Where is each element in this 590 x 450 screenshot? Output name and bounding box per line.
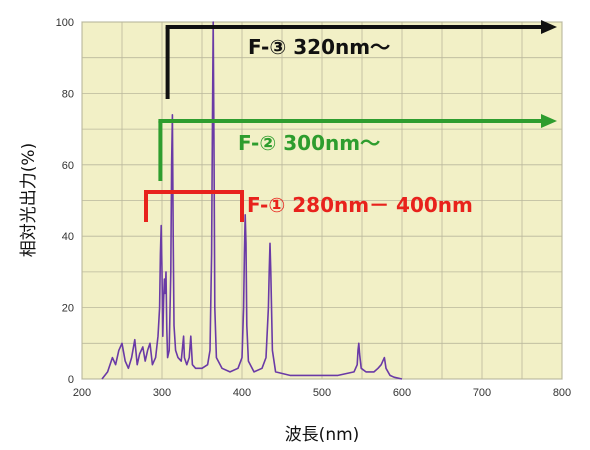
y-tick-label: 0 [68, 374, 74, 386]
x-tick-label: 700 [473, 387, 491, 399]
y-tick-label: 40 [62, 231, 74, 243]
annotation-3: F-① 280nm－ 400nm [144, 190, 473, 222]
x-axis-title: 波長(nm) [285, 425, 360, 445]
annotation-label: F-③ 320nm～ [248, 35, 390, 59]
annotation-label: F-② 300nm～ [238, 131, 380, 155]
y-tick-labels: 0 20 40 60 80 100 [56, 17, 74, 386]
annotation-arrowhead [541, 20, 557, 34]
spectrum-series [101, 21, 403, 380]
y-axis-title: 相対光出力(%) [19, 143, 39, 257]
y-tick-label: 60 [62, 160, 74, 172]
filter-annotations: F-③ 320nm～ F-② 300nm～ F-① 280nm－ 400nm [144, 20, 557, 222]
annotation-2: F-② 300nm～ [158, 114, 557, 181]
x-tick-label: 400 [233, 387, 251, 399]
x-tick-label: 800 [553, 387, 571, 399]
x-tick-label: 600 [393, 387, 411, 399]
x-tick-labels: 200 300 400 500 600 700 800 [73, 387, 571, 399]
y-tick-label: 100 [56, 17, 74, 29]
x-tick-label: 500 [313, 387, 331, 399]
annotation-arrowhead [541, 114, 557, 128]
x-tick-label: 200 [73, 387, 91, 399]
x-tick-label: 300 [153, 387, 171, 399]
annotation-label: F-① 280nm－ 400nm [247, 193, 473, 217]
annotation-1: F-③ 320nm～ [165, 20, 557, 99]
y-tick-label: 80 [62, 88, 74, 100]
annotation-bracket [144, 190, 244, 222]
y-tick-label: 20 [62, 303, 74, 315]
spectrum-line [101, 21, 403, 380]
